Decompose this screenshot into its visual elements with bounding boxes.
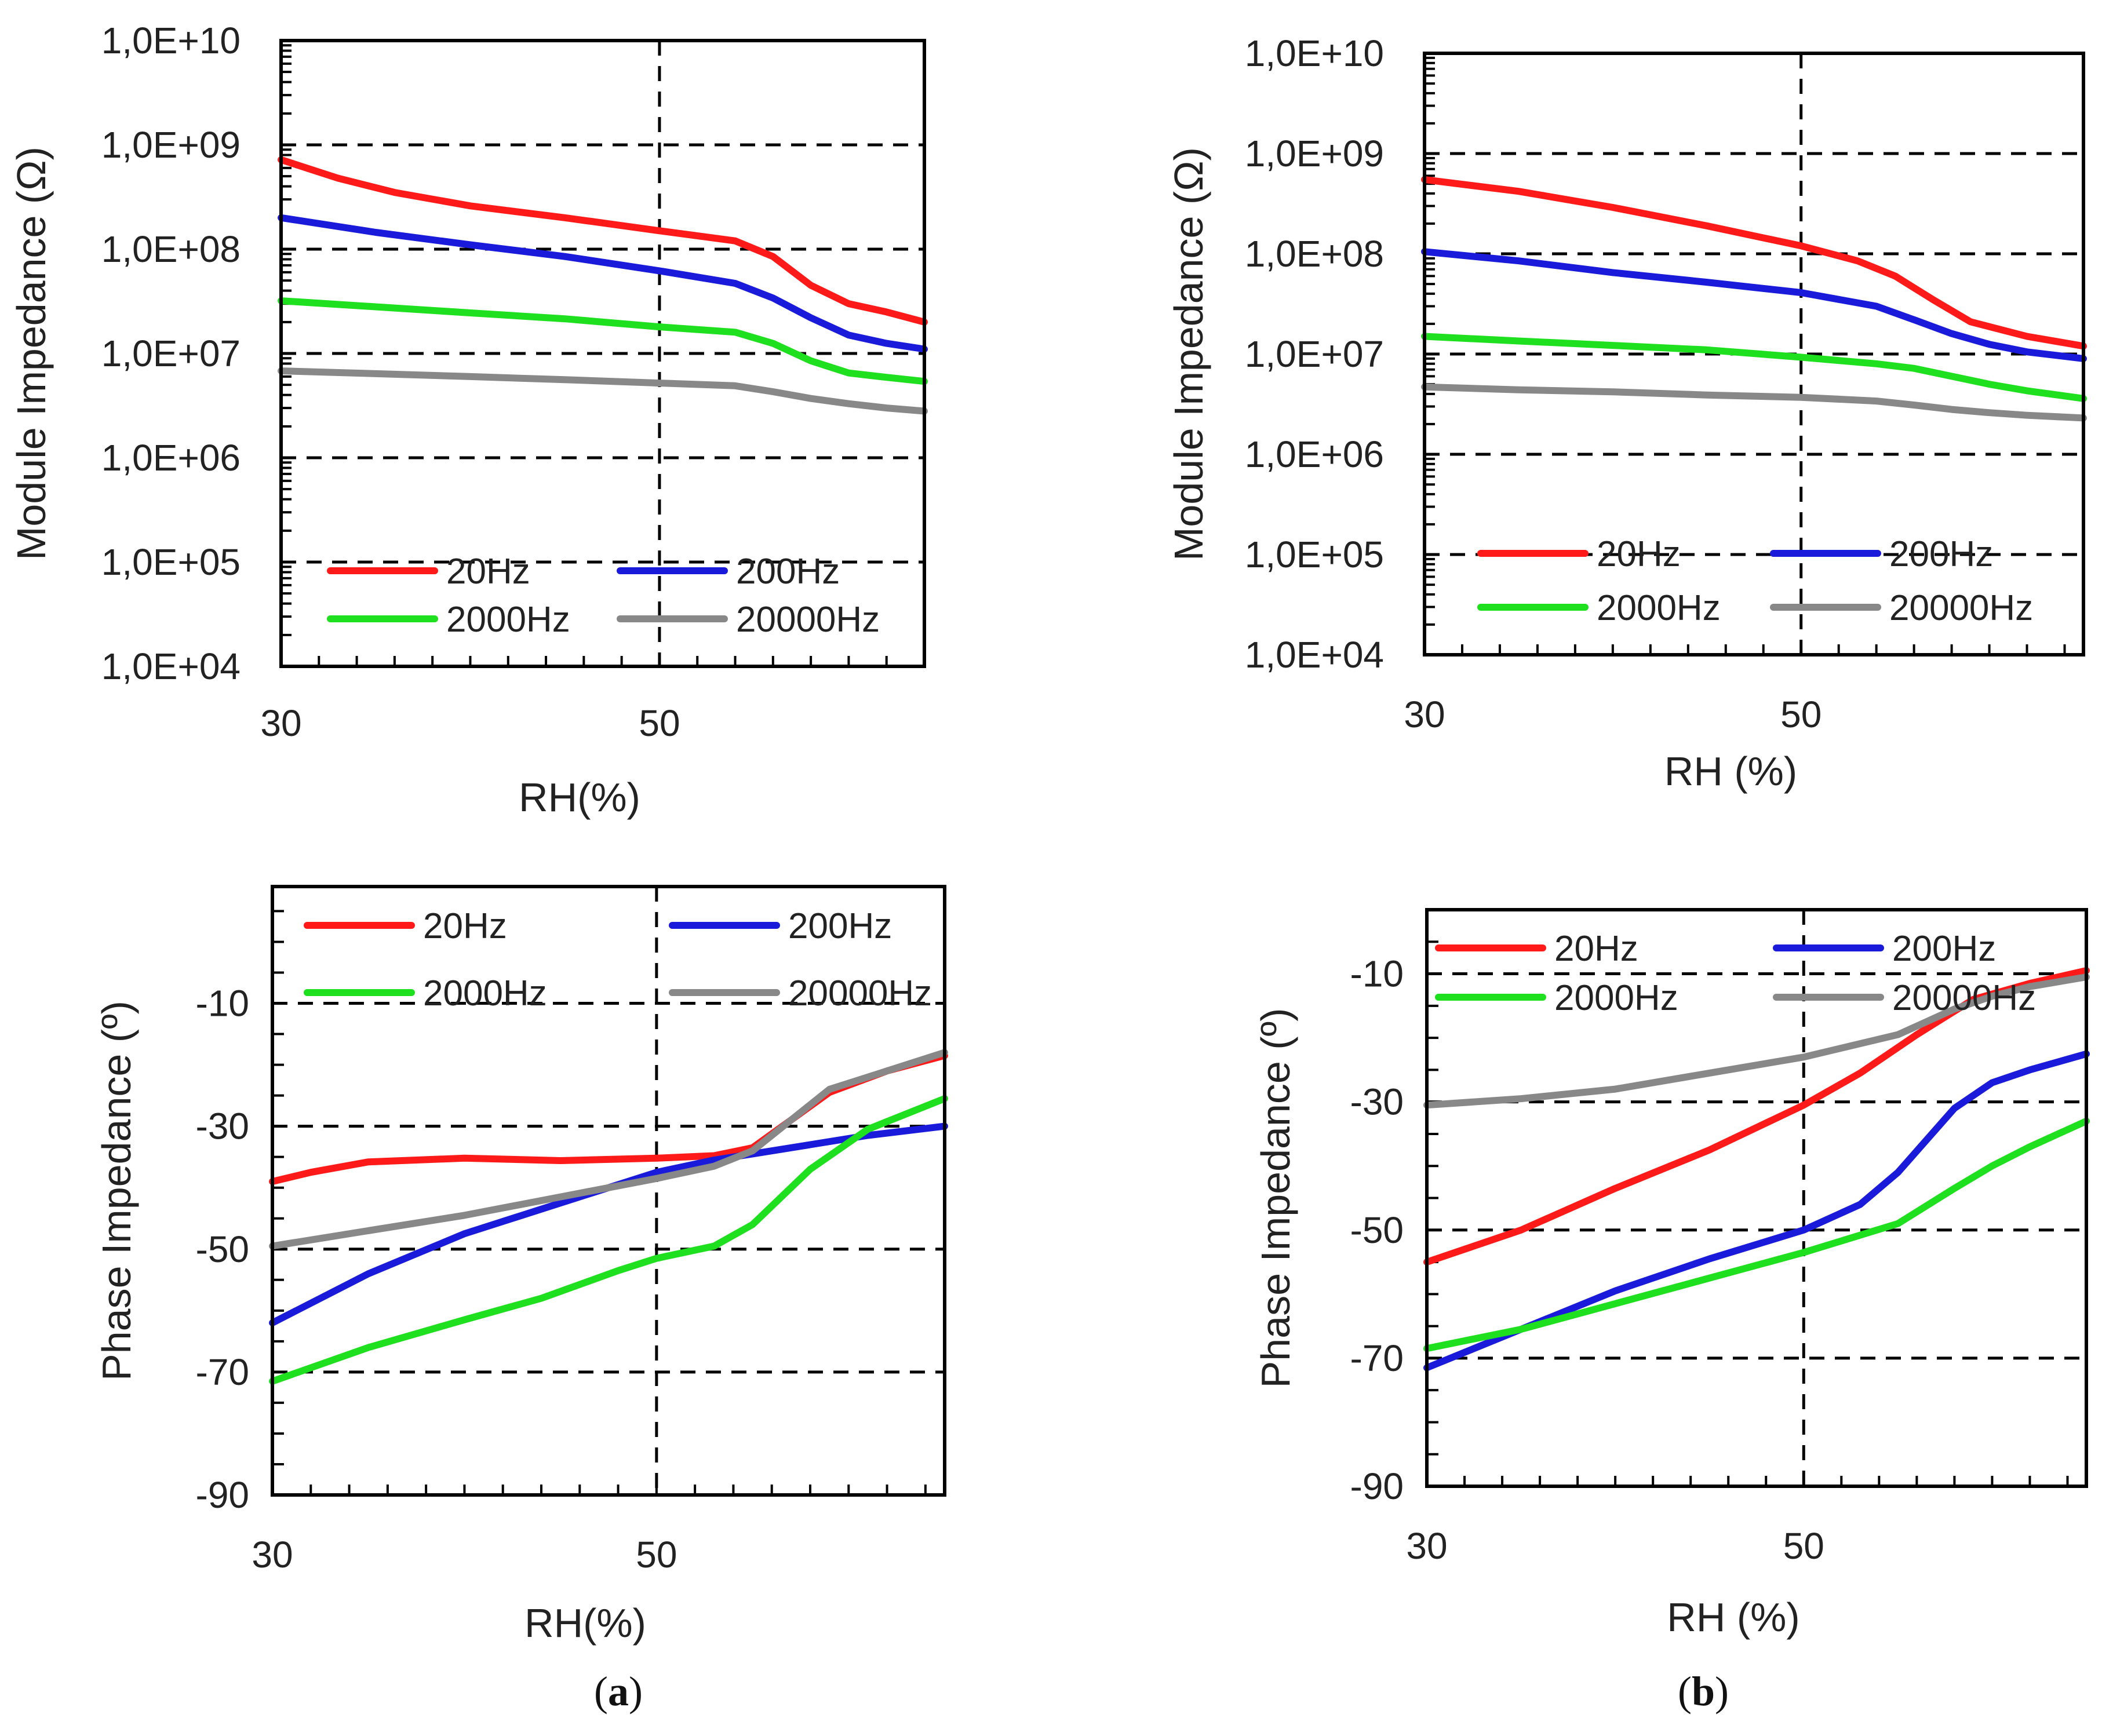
- series-line-200Hz: [269, 1122, 948, 1326]
- y-tick-label: 1,0E+07: [1245, 333, 1384, 375]
- y-tick-label: 1,0E+08: [101, 228, 241, 270]
- y-tick-label: 1,0E+09: [101, 124, 241, 166]
- legend-label-2000Hz: 2000Hz: [446, 600, 570, 640]
- y-tick-label: -70: [196, 1351, 250, 1393]
- series-line-200Hz: [1421, 248, 2087, 362]
- y-tick-label: 1,0E+06: [1245, 433, 1384, 475]
- x-tick-label: 50: [636, 1534, 677, 1575]
- series-line-20Hz: [278, 156, 928, 326]
- legend-label-2000Hz: 2000Hz: [423, 973, 547, 1013]
- caption-b-open: (: [1678, 1668, 1692, 1715]
- legend-label-20000Hz: 20000Hz: [1892, 978, 2036, 1018]
- chart-b-phase: -90 -70 -50 -30 -10 30 50 RH (%) Phase Impedance…: [1253, 908, 2090, 1640]
- caption-b: (b): [1678, 1668, 1729, 1716]
- y-tick-label: 1,0E+09: [1245, 133, 1384, 174]
- y-tick-label: 1,0E+08: [1245, 233, 1384, 275]
- x-tick-label: 50: [639, 702, 680, 744]
- series-line-200Hz: [278, 214, 928, 353]
- y-tick-label: 1,0E+10: [1245, 32, 1384, 74]
- y-tick-label: 1,0E+05: [1245, 534, 1384, 575]
- series-line-2000Hz: [1423, 1117, 2090, 1352]
- chart-a-phase: -90 -70 -50 -30 -10 30 50 RH(%) Phase Impedance …: [94, 885, 948, 1646]
- legend-label-20000Hz: 20000Hz: [1889, 588, 2033, 628]
- series-line-200Hz: [1423, 1050, 2090, 1372]
- legend-label-2000Hz: 2000Hz: [1554, 978, 1678, 1018]
- legend-label-2000Hz: 2000Hz: [1597, 588, 1721, 628]
- legend-label-20000Hz: 20000Hz: [736, 600, 880, 640]
- y-tick-label: -10: [196, 983, 250, 1024]
- y-tick-label: -50: [196, 1228, 250, 1270]
- legend-label-200Hz: 200Hz: [1892, 929, 1996, 969]
- y-axis-label: Module Impedance (Ω): [1166, 147, 1211, 561]
- x-tick-label: 50: [1780, 694, 1822, 735]
- chart-a-module: 1,0E+04 1,0E+05 1,0E+06 1,0E+07 1,0E+08 1,0E+…: [9, 20, 928, 820]
- series-line-20000Hz: [1421, 383, 2087, 422]
- caption-a-letter: a: [607, 1668, 629, 1715]
- x-tick-label: 30: [1404, 694, 1445, 735]
- y-tick-label: 1,0E+06: [101, 437, 241, 479]
- legend-label-20Hz: 20Hz: [446, 552, 530, 592]
- series-line-20000Hz: [269, 1049, 948, 1250]
- y-axis-label: Phase Impedance (º): [94, 1001, 139, 1381]
- y-tick-label: -90: [196, 1474, 250, 1516]
- legend-label-20Hz: 20Hz: [423, 906, 507, 946]
- x-tick-label: 30: [260, 702, 301, 744]
- y-tick-label: -30: [196, 1106, 250, 1147]
- series-line-20Hz: [1421, 176, 2087, 350]
- x-axis-label: RH (%): [1664, 749, 1797, 794]
- plot-frame: [1423, 52, 2085, 657]
- y-tick-label: 1,0E+05: [101, 541, 241, 583]
- y-tick-label: -30: [1350, 1081, 1404, 1123]
- x-axis-label: RH (%): [1667, 1595, 1799, 1640]
- y-tick-label: 1,0E+04: [101, 645, 241, 687]
- series-line-20Hz: [269, 1052, 948, 1186]
- y-tick-label: 1,0E+10: [101, 20, 241, 61]
- chart-b-module: 1,0E+04 1,0E+05 1,0E+06 1,0E+07 1,0E+08 1,0E+…: [1166, 32, 2087, 794]
- x-tick-label: 50: [1783, 1525, 1824, 1567]
- caption-a: (a): [594, 1668, 643, 1716]
- series-line-2000Hz: [269, 1095, 948, 1385]
- y-tick-label: -90: [1350, 1465, 1404, 1507]
- series-line-2000Hz: [278, 297, 928, 385]
- y-tick-label: 1,0E+04: [1245, 634, 1384, 676]
- legend-label-20000Hz: 20000Hz: [788, 973, 932, 1013]
- y-tick-label: -10: [1350, 953, 1404, 995]
- plot-frame: [1425, 908, 2088, 1488]
- legend-label-200Hz: 200Hz: [788, 906, 892, 946]
- x-tick-label: 30: [1406, 1525, 1447, 1567]
- caption-a-open: (: [594, 1668, 608, 1715]
- plot-frame: [279, 39, 926, 668]
- caption-b-letter: b: [1691, 1668, 1715, 1715]
- x-tick-label: 30: [252, 1534, 293, 1575]
- x-axis-label: RH(%): [524, 1600, 646, 1646]
- caption-a-close: ): [628, 1668, 643, 1715]
- y-tick-label: 1,0E+07: [101, 333, 241, 374]
- legend-label-20Hz: 20Hz: [1597, 534, 1681, 574]
- plot-frame: [271, 885, 946, 1497]
- series-line-20000Hz: [1423, 973, 2090, 1109]
- y-tick-label: -50: [1350, 1209, 1404, 1251]
- legend-label-200Hz: 200Hz: [1889, 534, 1993, 574]
- x-axis-label: RH(%): [519, 775, 640, 820]
- y-tick-label: -70: [1350, 1337, 1404, 1379]
- y-axis-label: Module Impedance (Ω): [9, 147, 54, 560]
- series-line-2000Hz: [1421, 333, 2087, 402]
- legend-label-200Hz: 200Hz: [736, 552, 840, 592]
- y-axis-label: Phase Impedance (º): [1253, 1008, 1298, 1388]
- legend-label-20Hz: 20Hz: [1554, 929, 1638, 969]
- series-line-20000Hz: [278, 367, 928, 415]
- caption-b-close: ): [1715, 1668, 1729, 1715]
